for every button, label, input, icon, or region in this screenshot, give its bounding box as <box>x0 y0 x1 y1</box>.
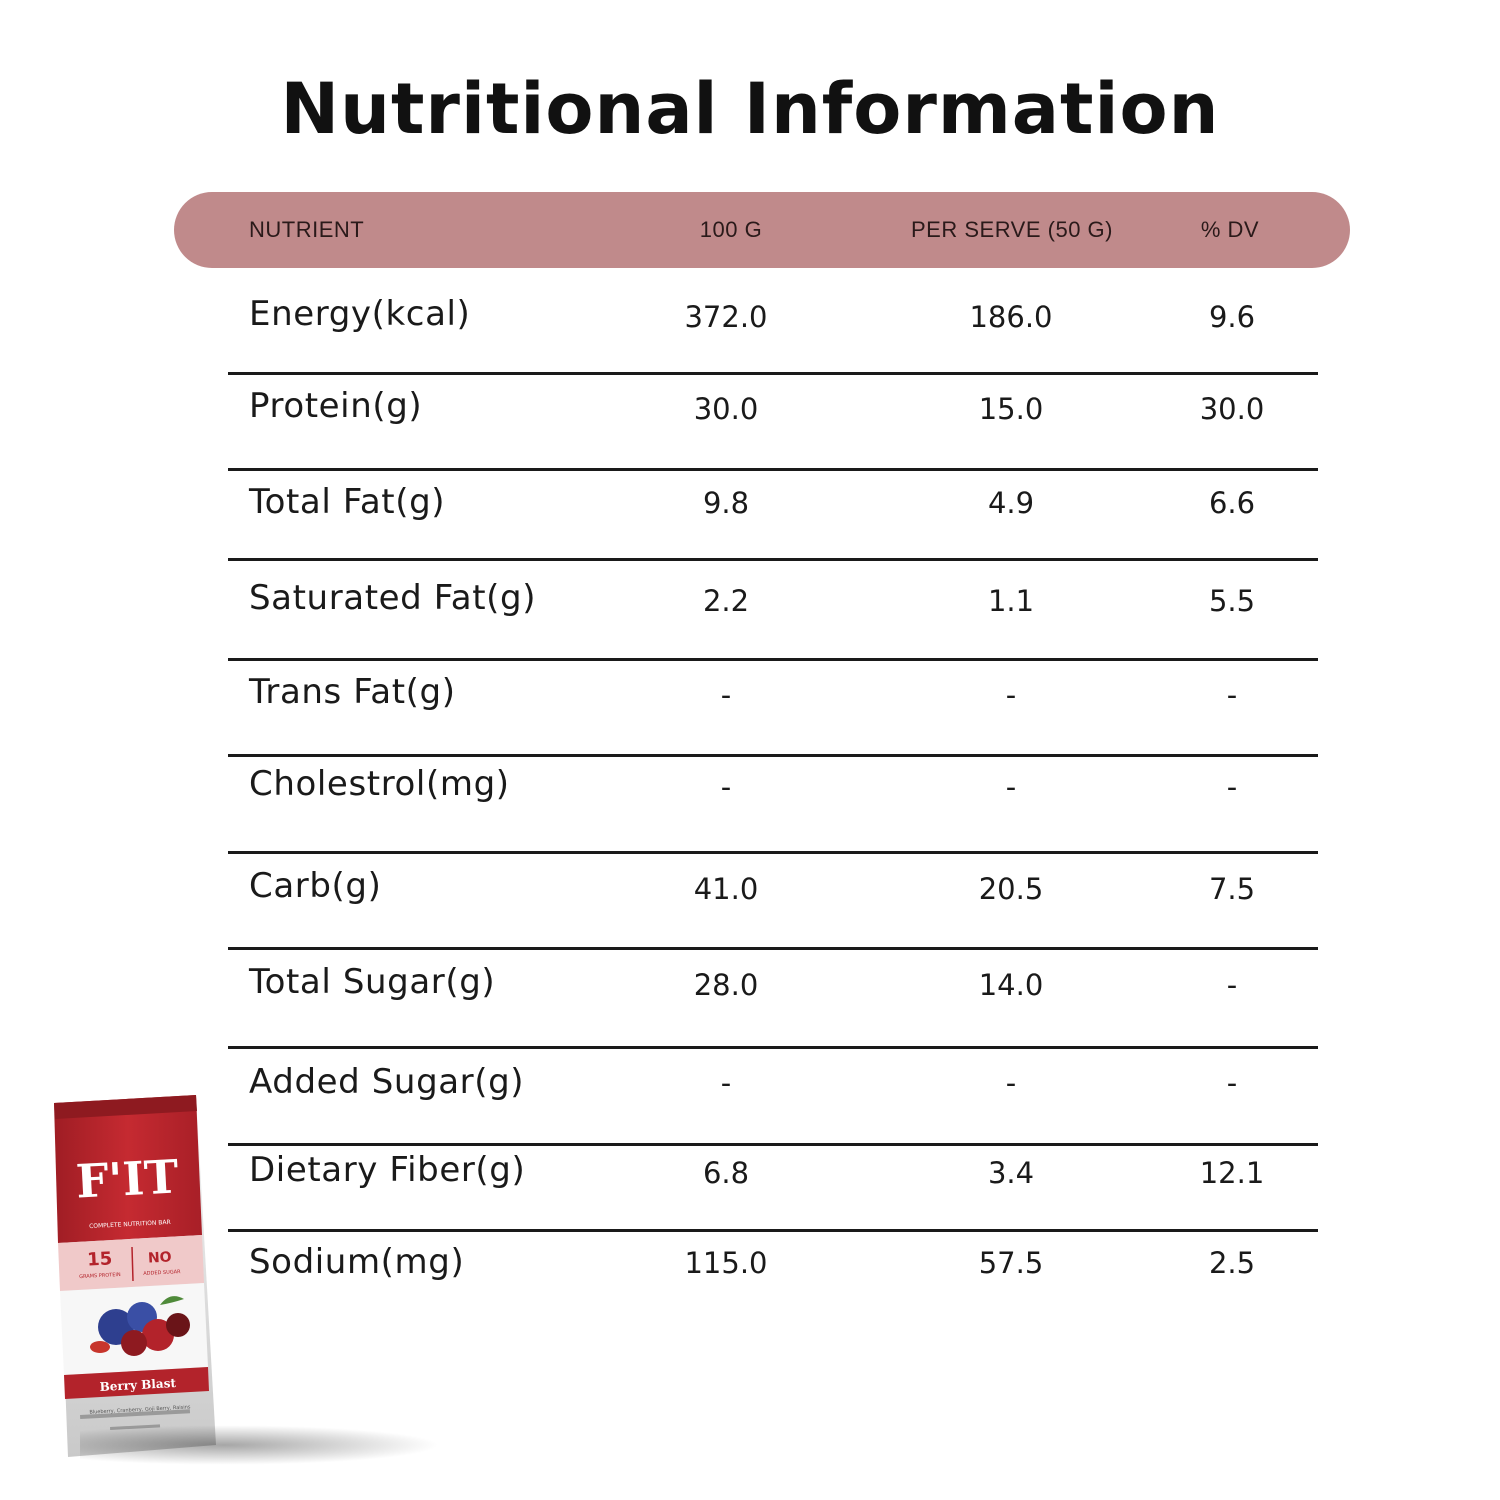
table-row: Dietary Fiber(g) 6.8 3.4 12.1 <box>228 1143 1318 1232</box>
table-row: Saturated Fat(g) 2.2 1.1 5.5 <box>228 558 1318 661</box>
svg-text:Blueberry, Cranberry, Goji Ber: Blueberry, Cranberry, Goji Berry, Raisin… <box>89 1404 191 1415</box>
value-dv: - <box>1226 678 1238 712</box>
value-100g: 30.0 <box>693 392 759 426</box>
svg-text:NO: NO <box>148 1249 173 1266</box>
table-row: Total Fat(g) 9.8 4.9 6.6 <box>228 468 1318 561</box>
nutrient-name: Total Sugar(g) <box>249 962 496 1002</box>
value-dv: 5.5 <box>1208 584 1256 618</box>
value-per-serve: 20.5 <box>978 872 1044 906</box>
value-100g: - <box>720 678 732 712</box>
pack-brand-logo: F'IT <box>75 1149 180 1208</box>
header-nutrient: NUTRIENT <box>249 217 365 242</box>
page-title: Nutritional Information <box>280 68 1220 150</box>
svg-text:COMPLETE NUTRITION BAR: COMPLETE NUTRITION BAR <box>89 1219 171 1230</box>
value-dv: 2.5 <box>1208 1246 1256 1280</box>
value-100g: - <box>720 1066 732 1100</box>
svg-text:Berry Blast: Berry Blast <box>99 1376 176 1394</box>
value-dv: - <box>1226 770 1238 804</box>
nutrient-name: Sodium(mg) <box>249 1242 465 1282</box>
table-row: Trans Fat(g) - - - <box>228 658 1318 757</box>
nutrition-bar-pack: F'IT COMPLETE NUTRITION BAR 15 GRAMS PRO… <box>54 1095 216 1457</box>
table-row: Added Sugar(g) - - - <box>228 1046 1318 1146</box>
value-per-serve: 15.0 <box>978 392 1044 426</box>
nutrient-name: Cholestrol(mg) <box>249 764 510 804</box>
value-100g: 6.8 <box>702 1156 750 1190</box>
value-100g: - <box>720 770 732 804</box>
nutrient-name: Carb(g) <box>249 866 382 906</box>
nutrient-name: Trans Fat(g) <box>249 672 456 712</box>
value-dv: - <box>1226 1066 1238 1100</box>
value-dv: 7.5 <box>1208 872 1256 906</box>
svg-text:15: 15 <box>87 1248 113 1270</box>
header-per-serve: PER SERVE (50 G) <box>911 217 1113 242</box>
product-pack-illustration: F'IT COMPLETE NUTRITION BAR 15 GRAMS PRO… <box>40 1085 440 1485</box>
nutrient-name: Saturated Fat(g) <box>249 578 537 618</box>
value-dv: 30.0 <box>1199 392 1265 426</box>
nutrient-name: Total Fat(g) <box>249 482 446 522</box>
value-100g: 41.0 <box>693 872 759 906</box>
svg-text:GRAMS PROTEIN: GRAMS PROTEIN <box>79 1272 121 1280</box>
value-per-serve: 3.4 <box>987 1156 1035 1190</box>
table-header: NUTRIENT 100 G PER SERVE (50 G) % DV <box>174 192 1350 268</box>
value-100g: 2.2 <box>702 584 750 618</box>
header-dv: % DV <box>1200 217 1260 242</box>
table-row: Cholestrol(mg) - - - <box>228 754 1318 854</box>
nutrient-name: Energy(kcal) <box>249 294 471 334</box>
table-row: Sodium(mg) 115.0 57.5 2.5 <box>228 1229 1318 1339</box>
nutrient-name: Added Sugar(g) <box>249 1062 525 1102</box>
nutrient-name: Protein(g) <box>249 386 423 426</box>
value-per-serve: 1.1 <box>987 584 1035 618</box>
value-100g: 28.0 <box>693 968 759 1002</box>
value-per-serve: - <box>1005 1066 1017 1100</box>
header-100g: 100 G <box>699 217 763 242</box>
table-row: Protein(g) 30.0 15.0 30.0 <box>228 372 1318 471</box>
value-dv: 9.6 <box>1208 300 1256 334</box>
table-row: Energy(kcal) 372.0 186.0 9.6 <box>228 268 1318 375</box>
svg-text:ADDED SUGAR: ADDED SUGAR <box>143 1269 181 1277</box>
value-100g: 115.0 <box>684 1246 768 1280</box>
table-row: Carb(g) 41.0 20.5 7.5 <box>228 851 1318 950</box>
pack-shadow <box>80 1425 440 1465</box>
value-per-serve: 186.0 <box>969 300 1053 334</box>
value-dv: 12.1 <box>1199 1156 1265 1190</box>
value-per-serve: 14.0 <box>978 968 1044 1002</box>
value-per-serve: 4.9 <box>987 486 1035 520</box>
value-100g: 372.0 <box>684 300 768 334</box>
nutrient-name: Dietary Fiber(g) <box>249 1150 526 1190</box>
table-row: Total Sugar(g) 28.0 14.0 - <box>228 947 1318 1049</box>
value-100g: 9.8 <box>702 486 750 520</box>
value-per-serve: - <box>1005 678 1017 712</box>
value-dv: - <box>1226 968 1238 1002</box>
value-dv: 6.6 <box>1208 486 1256 520</box>
value-per-serve: 57.5 <box>978 1246 1044 1280</box>
value-per-serve: - <box>1005 770 1017 804</box>
